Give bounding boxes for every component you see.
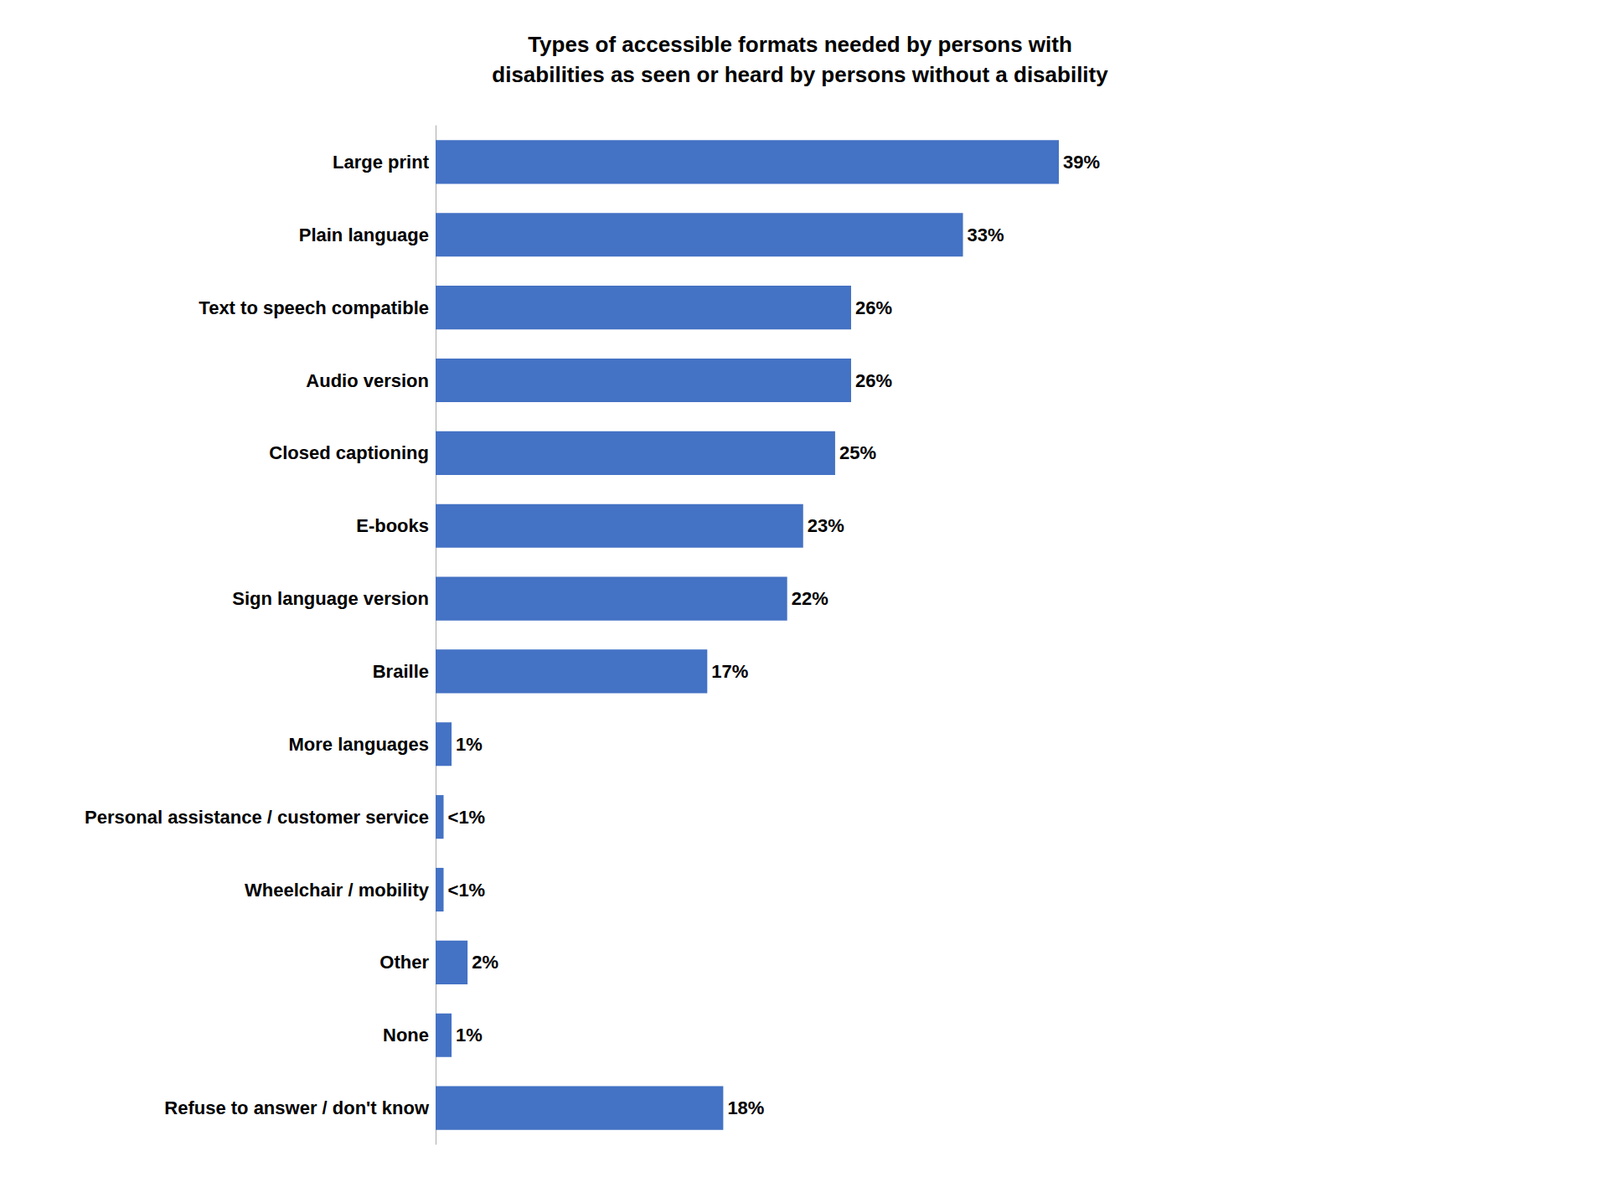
svg-text:None: None: [382, 1024, 429, 1046]
svg-text:22%: 22%: [791, 588, 829, 610]
svg-text:25%: 25%: [839, 442, 877, 464]
svg-text:Refuse to answer / don't know: Refuse to answer / don't know: [164, 1097, 430, 1119]
svg-text:Types of accessible formats ne: Types of accessible formats needed by pe…: [527, 31, 1073, 57]
svg-text:17%: 17%: [711, 660, 749, 682]
svg-text:E-books: E-books: [356, 515, 429, 537]
svg-text:23%: 23%: [807, 515, 845, 537]
svg-text:Other: Other: [379, 951, 429, 973]
svg-text:Audio version: Audio version: [305, 370, 429, 392]
svg-text:Sign language version: Sign language version: [232, 588, 429, 610]
svg-text:26%: 26%: [855, 370, 893, 392]
svg-text:1%: 1%: [455, 1024, 483, 1046]
svg-text:More languages: More languages: [289, 733, 429, 755]
svg-text:<1%: <1%: [448, 879, 486, 901]
svg-text:Text to speech compatible: Text to speech compatible: [198, 297, 429, 319]
svg-text:Large print: Large print: [332, 151, 430, 173]
svg-text:39%: 39%: [1063, 151, 1100, 173]
svg-text:1%: 1%: [455, 733, 483, 755]
svg-text:<1%: <1%: [448, 806, 486, 828]
svg-text:Braille: Braille: [372, 660, 429, 682]
svg-text:2%: 2%: [471, 951, 499, 973]
svg-text:18%: 18%: [727, 1097, 764, 1119]
svg-text:disabilities as seen or heard: disabilities as seen or heard by persons…: [491, 61, 1109, 88]
svg-text:Wheelchair / mobility: Wheelchair / mobility: [244, 879, 430, 901]
svg-text:Plain language: Plain language: [299, 224, 429, 246]
svg-text:Personal assistance / customer: Personal assistance / customer service: [84, 806, 429, 828]
svg-text:33%: 33%: [967, 224, 1005, 246]
svg-text:Closed captioning: Closed captioning: [268, 442, 429, 464]
svg-text:26%: 26%: [855, 297, 893, 319]
